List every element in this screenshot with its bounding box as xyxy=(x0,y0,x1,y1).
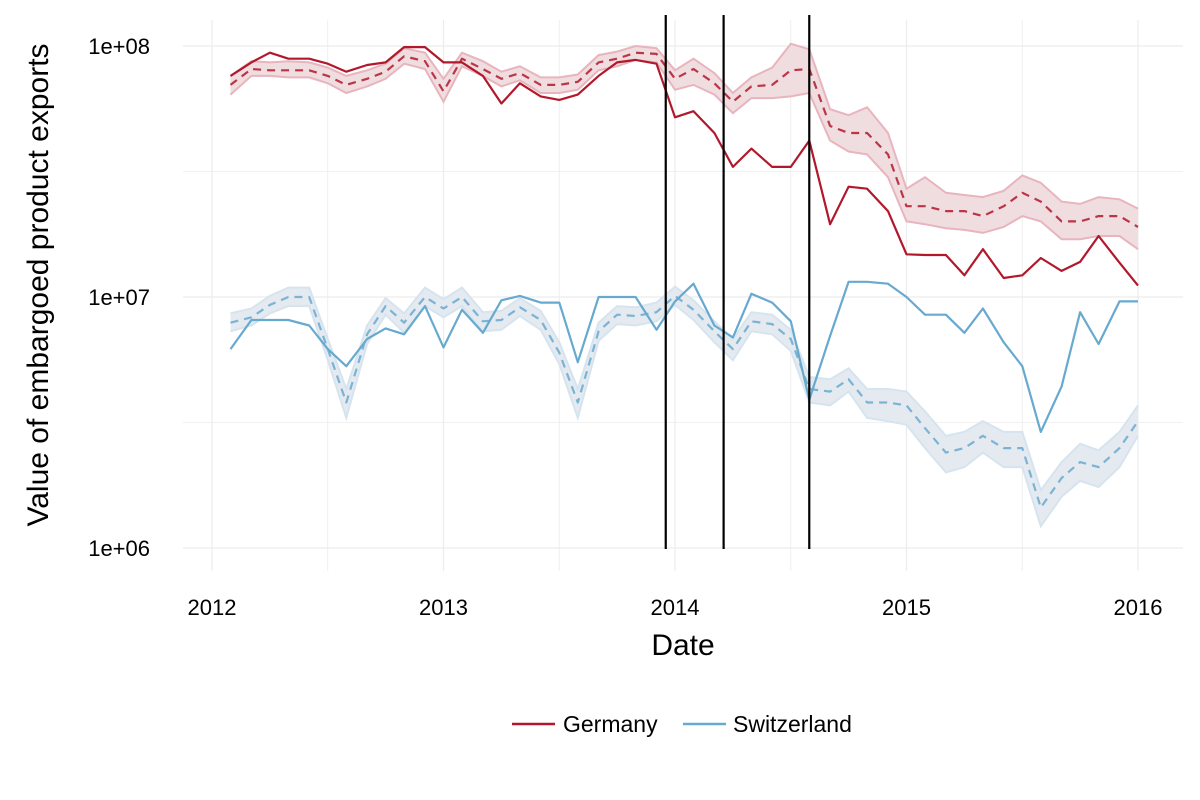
x-tick-label: 2015 xyxy=(882,595,931,620)
legend-switzerland-label: Switzerland xyxy=(733,711,852,737)
x-axis-title: Date xyxy=(651,629,714,662)
germany-counterfactual-line xyxy=(229,51,1139,228)
band-layer xyxy=(229,42,1139,529)
line-layer xyxy=(229,45,1139,509)
y-axis-title: Value of embargoed product exports xyxy=(22,43,55,526)
y-tick-label: 1e+07 xyxy=(88,285,150,310)
x-tick-label: 2016 xyxy=(1114,595,1163,620)
germany-line xyxy=(229,45,1139,287)
switzerland-band xyxy=(230,286,1138,527)
y-tick-label: 1e+06 xyxy=(88,536,150,561)
switzerland-band-lower-edge xyxy=(230,303,1139,529)
vertical-lines-layer xyxy=(664,15,811,549)
x-tick-label: 2013 xyxy=(419,595,468,620)
x-tick-label: 2014 xyxy=(651,595,700,620)
switzerland-counterfactual-line xyxy=(230,294,1139,509)
germany-band xyxy=(230,43,1138,250)
switzerland-line xyxy=(229,280,1138,433)
x-tick-label: 2012 xyxy=(188,595,237,620)
y-tick-label: 1e+08 xyxy=(88,34,150,59)
legend: Germany Switzerland xyxy=(512,711,852,737)
germany-band-lower-edge xyxy=(229,58,1139,251)
tick-labels-layer: 2012 2013 2014 2015 2016 1e+06 1e+07 1e+08 xyxy=(88,34,1162,620)
germany-band-upper-edge xyxy=(229,42,1139,210)
legend-germany-label: Germany xyxy=(563,711,658,737)
